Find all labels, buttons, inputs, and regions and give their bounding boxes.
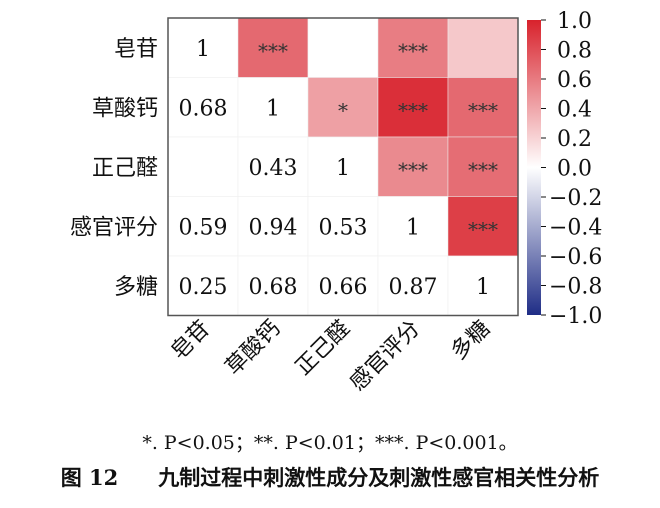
- heatmap-border: [167, 17, 519, 317]
- heatmap-cell: [167, 77, 239, 138]
- heatmap-cell: [447, 196, 519, 257]
- heatmap-cell: [377, 255, 449, 316]
- heatmap-cell: [167, 136, 239, 197]
- colorbar-tick-label: 0.4: [557, 98, 592, 123]
- significance-label: ***: [258, 39, 288, 63]
- y-tick-label: 皂苷: [114, 37, 158, 62]
- correlation-value: 0.59: [179, 215, 228, 240]
- x-tick-label: 皂苷: [166, 316, 215, 365]
- colorbar-tick-label: 0.6: [557, 68, 592, 93]
- x-tick-label: 多糖: [446, 316, 495, 365]
- correlation-value: 1: [266, 96, 280, 121]
- y-tick-label: 多糖: [114, 275, 158, 300]
- significance-label: ***: [468, 217, 498, 241]
- heatmap-cell: [447, 77, 519, 138]
- heatmap-cell: [237, 196, 309, 257]
- colorbar-tick-label: −0.4: [549, 216, 602, 241]
- x-tick-label: 感官评分: [345, 316, 425, 396]
- caption-text: 九制过程中刺激性成分及刺激性感官相关性分析: [158, 465, 600, 490]
- colorbar-tick-label: 1.0: [557, 9, 592, 34]
- heatmap-cell: [447, 136, 519, 197]
- colorbar-tick-label: −0.8: [549, 275, 602, 300]
- heatmap-cell: [167, 17, 239, 78]
- x-tick-label: 草酸钙: [221, 316, 285, 380]
- correlation-value: 1: [476, 275, 490, 300]
- correlation-value: 1: [336, 156, 350, 181]
- correlation-value: 0.53: [319, 215, 368, 240]
- significance-label: *: [338, 98, 348, 122]
- heatmap-cell: [307, 196, 379, 257]
- heatmap-cell: [307, 255, 379, 316]
- heatmap-cell: [167, 196, 239, 257]
- caption-number: 图 12: [60, 465, 119, 490]
- correlation-value: 0.68: [249, 275, 298, 300]
- heatmap-cell: [307, 17, 379, 78]
- heatmap-cell: [237, 77, 309, 138]
- correlation-value: 0.94: [249, 215, 298, 240]
- colorbar-tick-label: 0.8: [557, 39, 592, 64]
- correlation-value: 0.43: [249, 156, 298, 181]
- colorbar-tick-label: −0.2: [549, 186, 602, 211]
- significance-label: ***: [468, 158, 498, 182]
- heatmap-cell: [237, 255, 309, 316]
- colorbar-tick-label: 0.2: [557, 127, 592, 152]
- heatmap-cell: [447, 17, 519, 78]
- correlation-value: 0.66: [319, 275, 368, 300]
- colorbar-tick-label: 0.0: [557, 157, 592, 182]
- colorbar: [527, 20, 541, 315]
- significance-label: ***: [398, 98, 428, 122]
- correlation-value: 0.25: [179, 275, 228, 300]
- correlation-value: 1: [406, 215, 420, 240]
- correlation-heatmap: 1 *** ***0.68 1 * *** ***0.43 1 *** ***0.59 0.94 0.…: [70, 9, 602, 396]
- significance-label: ***: [398, 39, 428, 63]
- x-tick-label: 正己醛: [291, 316, 355, 380]
- heatmap-cell: [307, 77, 379, 138]
- y-tick-label: 正己醛: [92, 156, 158, 181]
- colorbar-tick-label: −1.0: [549, 304, 602, 329]
- y-tick-label: 感官评分: [70, 215, 158, 240]
- significance-footnote: *. P<0.05；**. P<0.01；***. P<0.001。: [142, 432, 518, 454]
- correlation-value: 0.87: [389, 275, 438, 300]
- significance-label: ***: [398, 158, 428, 182]
- significance-label: ***: [468, 98, 498, 122]
- heatmap-cell: [377, 196, 449, 257]
- colorbar-tick-label: −0.6: [549, 245, 602, 270]
- heatmap-cell: [237, 17, 309, 78]
- heatmap-cell: [447, 255, 519, 316]
- correlation-value: 0.68: [179, 96, 228, 121]
- correlation-value: 1: [196, 37, 210, 62]
- y-tick-label: 草酸钙: [92, 96, 158, 121]
- figure-caption: 图 12 九制过程中刺激性成分及刺激性感官相关性分析: [0, 462, 660, 492]
- heatmap-cell: [307, 136, 379, 197]
